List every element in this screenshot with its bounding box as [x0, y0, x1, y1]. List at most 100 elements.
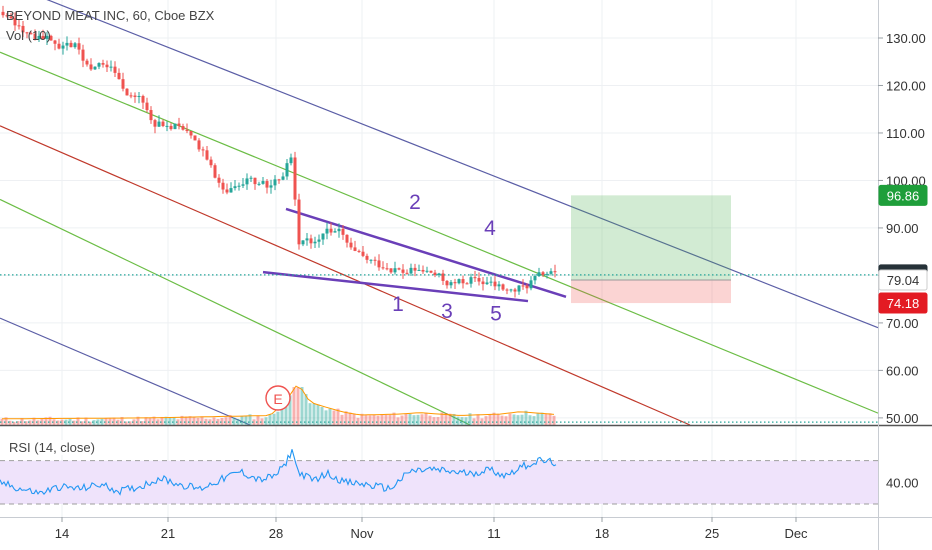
candle-body: [213, 165, 217, 178]
candle-body: [317, 239, 321, 242]
time-tick-label: 28: [269, 526, 283, 541]
volume-bar: [532, 416, 536, 425]
candle-body: [433, 272, 437, 276]
stop-price-tag: [878, 292, 928, 314]
candle-body: [229, 188, 233, 193]
volume-bar: [452, 413, 456, 425]
volume-bar: [172, 417, 176, 425]
channel-line: [46, 0, 879, 329]
volume-bar: [476, 414, 480, 425]
candle-body: [329, 228, 333, 233]
candle-body: [417, 269, 421, 271]
candle-body: [233, 186, 237, 189]
volume-bar: [104, 418, 108, 425]
candle-body: [421, 269, 425, 272]
candle-body: [9, 16, 13, 19]
volume-bar: [48, 416, 52, 425]
volume-bar: [96, 419, 100, 425]
earnings-label: E: [273, 391, 282, 407]
volume-bar: [364, 415, 368, 425]
candle-body: [337, 228, 341, 232]
volume-bar: [444, 413, 448, 425]
candle-body: [485, 282, 489, 285]
candle-body: [361, 251, 365, 256]
candle-body: [217, 177, 221, 183]
volume-bar: [84, 417, 88, 425]
wedge-lower-line: [262, 270, 529, 303]
falling-wedge-lines[interactable]: [262, 207, 567, 303]
candle-body: [69, 42, 73, 48]
long-position-tool[interactable]: [571, 195, 731, 304]
volume-bar: [28, 420, 32, 425]
volume-bar: [164, 416, 168, 425]
volume-bar: [168, 417, 172, 425]
candle-body: [249, 177, 253, 179]
volume-bar: [180, 415, 184, 425]
candle-body: [333, 231, 337, 233]
volume-bar: [116, 419, 120, 425]
candle-body: [529, 280, 533, 289]
rsi-line: [0, 449, 557, 496]
earnings-circle[interactable]: [265, 385, 291, 411]
trend-channels: [0, 0, 879, 426]
volume-bar: [16, 421, 20, 425]
volume-bar: [308, 403, 312, 425]
time-tick-label: 25: [705, 526, 719, 541]
volume-bar: [376, 415, 380, 425]
candle-body: [473, 277, 477, 279]
volume-bar: [548, 413, 552, 425]
candle-body: [165, 125, 169, 127]
stop-zone[interactable]: [571, 279, 731, 304]
candle-body: [85, 60, 89, 65]
candle-body: [353, 247, 357, 251]
candle-body: [345, 234, 349, 243]
candle-body: [257, 183, 261, 185]
candle-body: [509, 289, 513, 291]
volume-bar: [80, 421, 84, 425]
volume-bar: [212, 417, 216, 425]
candle-body: [285, 163, 289, 177]
volume-bar: [124, 421, 128, 425]
candle-body: [489, 281, 493, 283]
candle-body: [101, 63, 105, 65]
volume-bars: [0, 387, 556, 425]
candle-body: [205, 150, 209, 160]
candle-body: [281, 176, 285, 180]
volume-bar: [504, 416, 508, 425]
volume-bar: [524, 410, 528, 425]
price-candles: [1, 5, 557, 298]
candle-body: [309, 238, 313, 244]
rsi-legend[interactable]: RSI (14, close): [6, 440, 98, 455]
candle-body: [1, 11, 5, 16]
candle-body: [269, 185, 273, 188]
volume-bar: [332, 410, 336, 425]
price-tick-label: 50.00: [886, 411, 919, 426]
volume-bar: [184, 416, 188, 425]
volume-bar: [520, 414, 524, 425]
volume-bar: [248, 414, 252, 425]
time-axis[interactable]: 14 21 28 Nov 11 18 25 Dec: [0, 517, 932, 541]
target-zone[interactable]: [571, 195, 731, 280]
volume-bar: [484, 416, 488, 425]
candle-body: [133, 95, 137, 97]
volume-bar: [380, 414, 384, 425]
price-axis[interactable]: 130.00120.00110.00100.0090.0080.0070.006…: [878, 0, 926, 550]
candle-body: [525, 285, 529, 289]
price-tick-label: 60.00: [886, 363, 919, 378]
symbol-title[interactable]: BEYOND MEAT INC, 60, Cboe BZX: [6, 8, 215, 23]
volume-bar: [276, 411, 280, 425]
volume-bar: [92, 420, 96, 425]
candle-body: [429, 270, 433, 273]
candle-body: [253, 177, 257, 185]
earnings-marker[interactable]: E: [265, 385, 291, 411]
volume-bar: [148, 417, 152, 425]
candle-body: [97, 63, 101, 67]
volume-legend[interactable]: Vol (10): [6, 28, 51, 43]
candle-body: [173, 123, 177, 130]
time-tick-label: 21: [161, 526, 175, 541]
volume-bar: [488, 414, 492, 425]
candle-body: [161, 121, 165, 127]
candle-body: [321, 233, 325, 240]
volume-bar: [472, 418, 476, 425]
